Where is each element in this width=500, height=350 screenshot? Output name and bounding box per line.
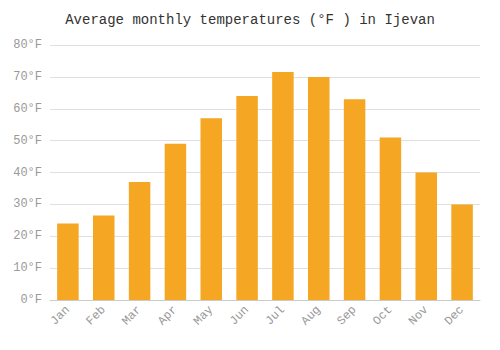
svg-text:Feb: Feb <box>84 303 109 328</box>
svg-text:40°F: 40°F <box>13 166 42 180</box>
svg-text:Nov: Nov <box>406 303 431 328</box>
svg-text:Apr: Apr <box>155 303 180 328</box>
svg-text:Aug: Aug <box>299 303 324 328</box>
svg-text:Sep: Sep <box>334 303 359 328</box>
svg-text:70°F: 70°F <box>13 70 42 84</box>
svg-text:Mar: Mar <box>119 303 144 328</box>
svg-text:Oct: Oct <box>370 303 395 328</box>
svg-text:Jun: Jun <box>227 303 252 328</box>
svg-text:80°F: 80°F <box>13 38 42 52</box>
svg-text:30°F: 30°F <box>13 197 42 211</box>
svg-text:50°F: 50°F <box>13 134 42 148</box>
svg-text:May: May <box>191 303 216 328</box>
svg-text:20°F: 20°F <box>13 229 42 243</box>
svg-text:0°F: 0°F <box>20 293 42 307</box>
svg-text:Jan: Jan <box>48 303 73 328</box>
svg-text:Average monthly temperatures (: Average monthly temperatures (°F ) in Ij… <box>65 12 435 28</box>
svg-text:Jul: Jul <box>263 303 288 328</box>
svg-text:10°F: 10°F <box>13 261 42 275</box>
svg-text:60°F: 60°F <box>13 102 42 116</box>
svg-text:Dec: Dec <box>442 303 467 328</box>
